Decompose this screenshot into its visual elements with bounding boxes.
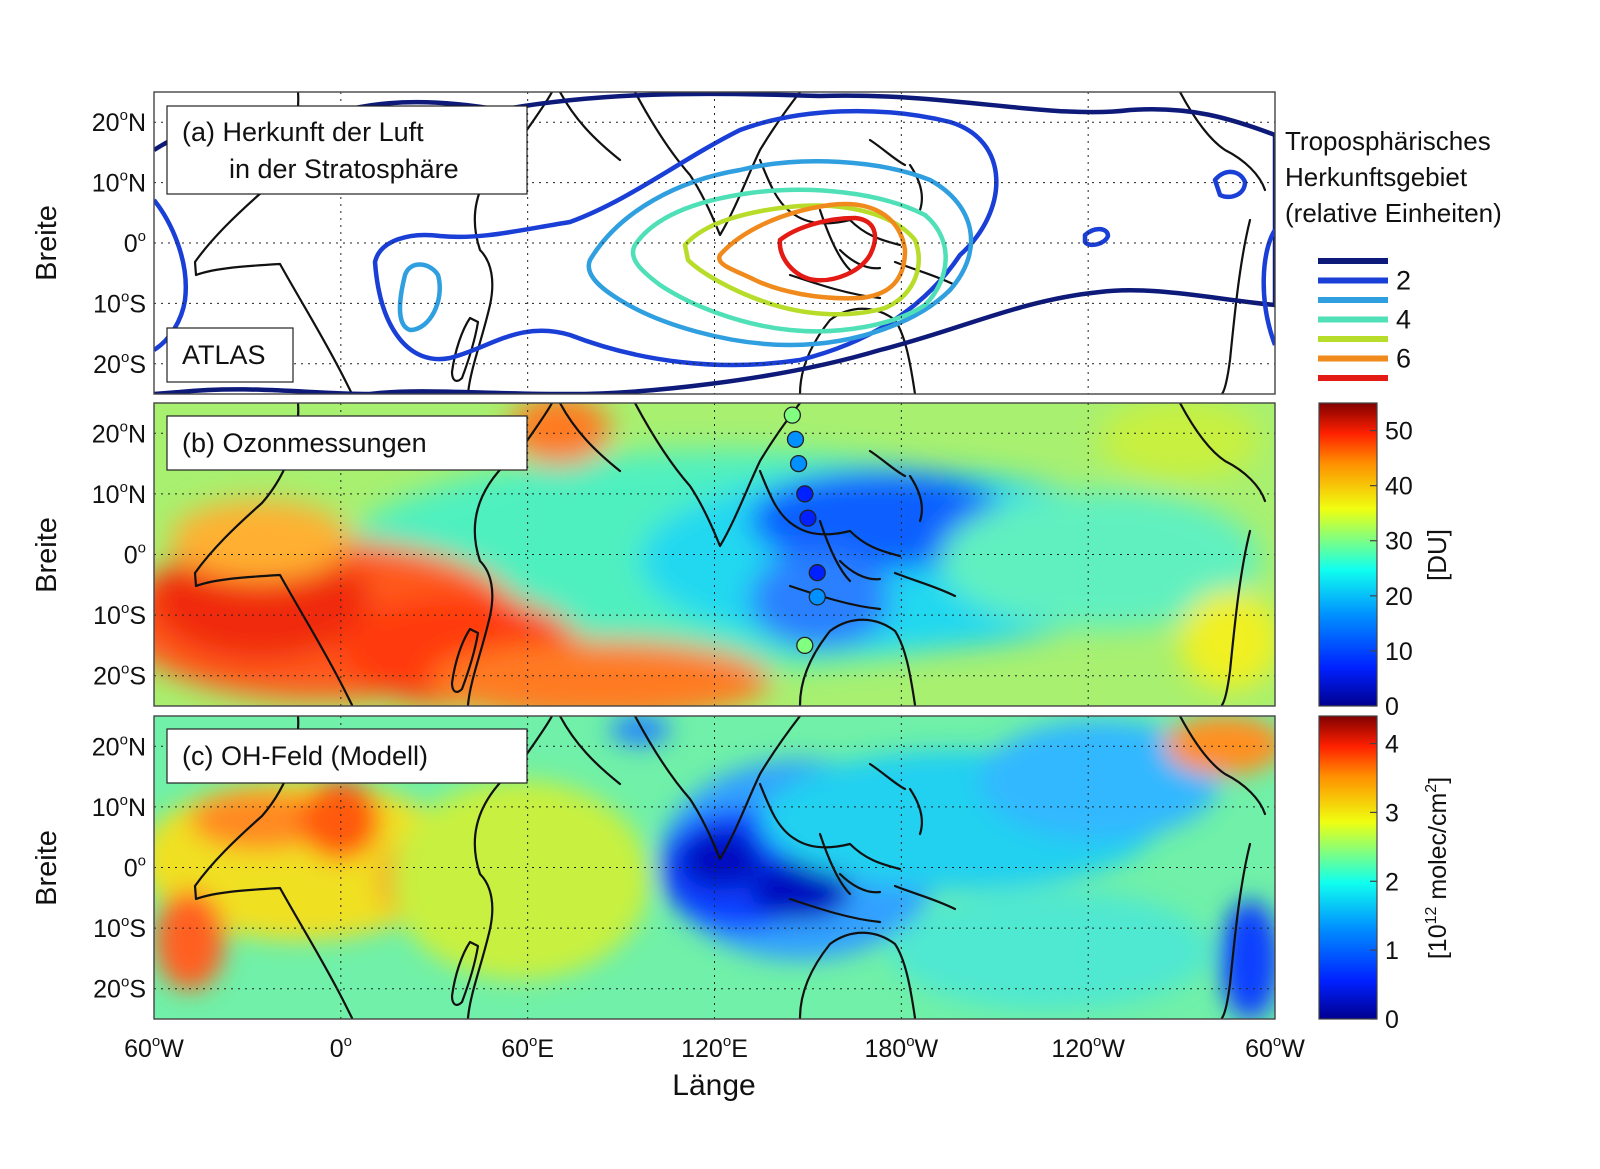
colorbar-tick-label: 40 (1385, 473, 1413, 501)
lon-tick-label: 60oW (124, 1033, 184, 1063)
panel-a-inset-box (166, 327, 294, 383)
ozonesonde-station (783, 406, 801, 424)
legend-a-title-line3: (relative Einheiten) (1285, 198, 1502, 228)
colorbar-tick-label: 0 (1385, 693, 1399, 721)
panel-a-label-line2: in der Stratosphäre (229, 154, 459, 184)
lon-tick-label: 60oW (1245, 1033, 1305, 1063)
lat-tick-label: 20oS (93, 661, 146, 691)
colorbar-tick-label: 20 (1385, 583, 1413, 611)
colorbar-tick-label: 3 (1385, 799, 1399, 827)
ozonesonde-station (789, 454, 808, 473)
colorbar-tick-label: 0 (1385, 1006, 1399, 1034)
legend-a-title-line2: Herkunftsgebiet (1285, 162, 1468, 192)
panel-c-label-box (166, 728, 528, 784)
lon-tick-label: 60oE (501, 1033, 554, 1063)
legend-a-levels: 2 4 6 (1318, 258, 1411, 381)
contour-level-4 (630, 187, 948, 334)
panel-c: (c) OH-Feld (Modell) (153, 715, 1276, 1020)
ozonesonde-station (796, 485, 814, 503)
panel-b-grid (154, 403, 1275, 706)
colorbar-tick-label: 2 (1385, 868, 1399, 896)
panel-a: (a) Herkunft der Luft in der Stratosphär… (153, 91, 1276, 395)
colorbar-tick-label: 30 (1385, 528, 1413, 556)
lat-tick-label: 10oS (93, 913, 146, 943)
ozonesonde-station (786, 430, 805, 449)
colorbar-b-label: [DU] (1422, 529, 1452, 581)
lon-tick-label: 0o (330, 1033, 352, 1063)
ozonesonde-station (808, 588, 826, 606)
ozonesonde-stations (783, 406, 826, 655)
lat-tick-label: 0o (124, 853, 146, 883)
lat-tick-label: 20oN (92, 731, 146, 761)
latitude-tick-labels: 20oN 10oN 0o 10oS 20oS 20oN 10oN 0o 10oS 20oS 20oN… (92, 107, 146, 1004)
lat-tick-label: 10oN (92, 168, 146, 198)
ozonesonde-station (808, 564, 826, 582)
panel-a-inset-label: ATLAS (182, 340, 266, 370)
colorbar-c: 0 1 2 3 4 [1012 molec/cm2] (1318, 715, 1452, 1034)
contour-level-5 (682, 203, 921, 317)
panel-c-ylabel: Breite (31, 830, 63, 906)
panel-a-ylabel: Breite (31, 205, 63, 281)
ozonesonde-station (799, 509, 817, 527)
contour-small-loops (1082, 169, 1248, 248)
colorbar-c-ticks: 0 1 2 3 4 (1370, 731, 1399, 1034)
panel-c-oh-field (154, 716, 1275, 1019)
x-axis-label: Länge (672, 1069, 755, 1102)
legend-a-level-label: 6 (1396, 344, 1411, 374)
panel-a-frame (153, 91, 1276, 395)
panel-c-label: (c) OH-Feld (Modell) (182, 741, 428, 771)
legend-a-title-line1: Troposphärisches (1285, 126, 1491, 156)
panel-b-label: (b) Ozonmessungen (182, 428, 427, 458)
contour-east-edge (1261, 228, 1275, 346)
contour-level-6 (717, 201, 908, 301)
lat-tick-label: 0o (124, 228, 146, 258)
longitude-tick-labels: 60oW 0o 60oE 120oE 180oW 120oW 60oW (124, 1033, 1305, 1063)
colorbar-c-gradient (1318, 715, 1378, 1020)
legend-a-level-label: 4 (1396, 305, 1411, 335)
lat-tick-label: 20oN (92, 418, 146, 448)
colorbar-tick-label: 50 (1385, 418, 1413, 446)
colorbar-b-gradient (1318, 402, 1378, 707)
panel-b-label-box (166, 415, 528, 471)
lat-tick-label: 10oS (93, 600, 146, 630)
lat-tick-label: 20oS (93, 349, 146, 379)
colorbar-tick-label: 10 (1385, 638, 1413, 666)
colorbar-b: 0 10 20 30 40 50 [DU] (1318, 402, 1452, 721)
lat-tick-label: 20oN (92, 107, 146, 137)
panel-c-grid (154, 716, 1275, 1019)
panel-b-ylabel: Breite (31, 517, 63, 593)
panel-b: (b) Ozonmessungen (153, 402, 1276, 707)
panel-b-frame (153, 402, 1276, 707)
lat-tick-label: 10oN (92, 792, 146, 822)
lon-tick-label: 120oW (1051, 1033, 1125, 1063)
contour-level-7 (777, 215, 878, 283)
colorbar-b-ticks: 0 10 20 30 40 50 (1370, 418, 1413, 721)
contour-level-3 (397, 159, 974, 348)
colorbar-tick-label: 4 (1385, 731, 1399, 759)
lat-tick-label: 10oS (93, 288, 146, 318)
panel-a-label-line1: (a) Herkunft der Luft (182, 117, 424, 147)
contour-level-2 (372, 108, 999, 368)
colorbar-c-label: [1012 molec/cm2] (1423, 777, 1452, 959)
lat-tick-label: 10oN (92, 479, 146, 509)
panel-a-label-box (166, 105, 528, 195)
legend-a-level-label: 2 (1396, 266, 1411, 296)
panel-c-frame (153, 715, 1276, 1020)
colorbar-tick-label: 1 (1385, 937, 1399, 965)
legend-a: Troposphärisches Herkunftsgebiet (relati… (1285, 126, 1502, 381)
lon-tick-label: 180oW (864, 1033, 938, 1063)
ozonesonde-station (796, 636, 814, 655)
lat-tick-label: 0o (124, 540, 146, 570)
lat-tick-label: 20oS (93, 974, 146, 1004)
lon-tick-label: 120oE (681, 1033, 748, 1063)
